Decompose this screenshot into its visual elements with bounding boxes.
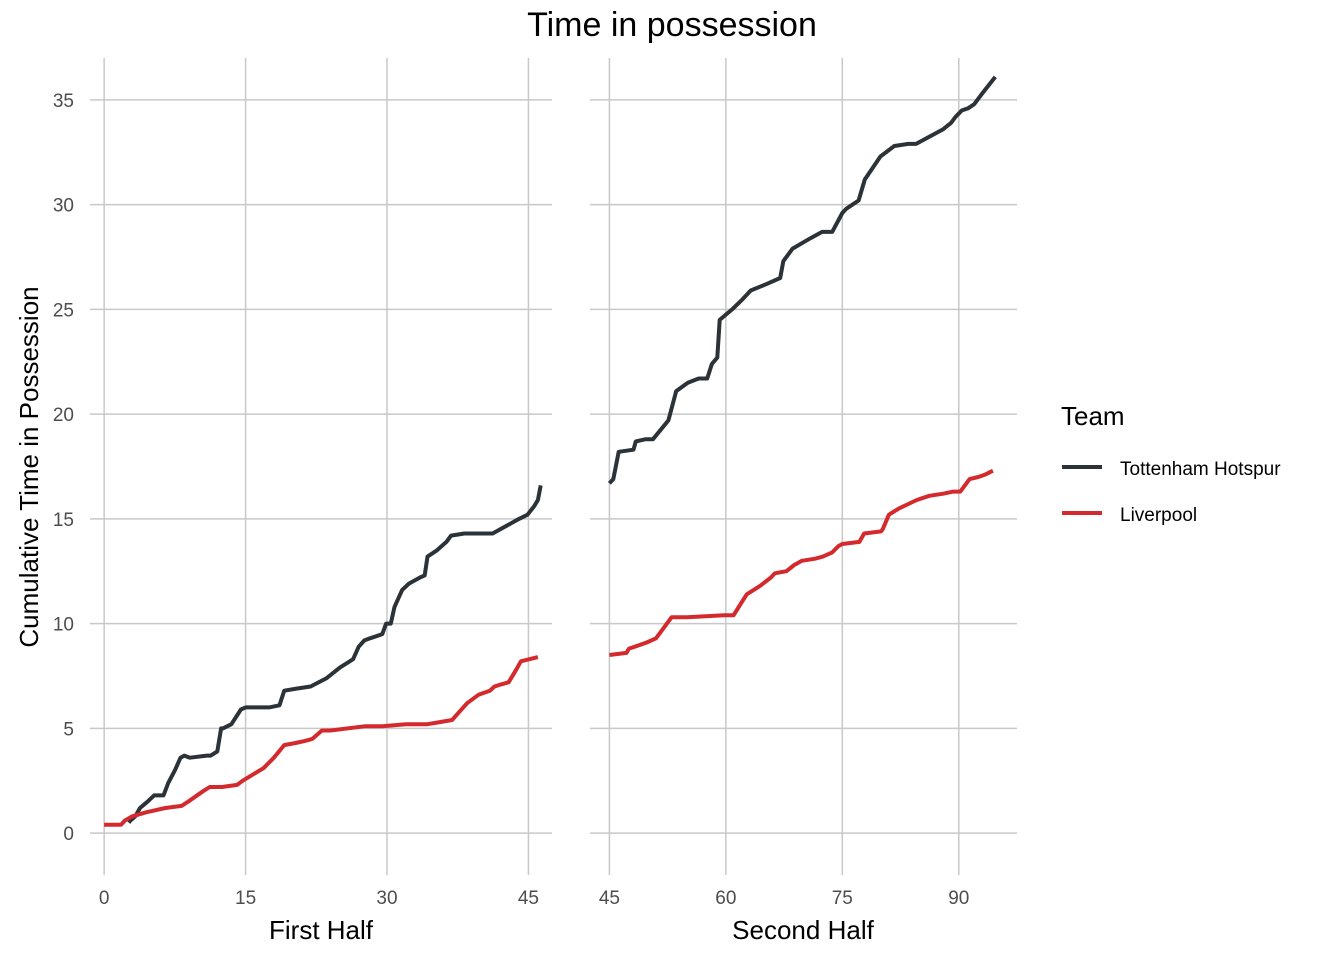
legend-title: Team [1061, 401, 1125, 431]
first-half-panel: 0 15 30 45 [90, 58, 552, 909]
series-line-tottenham-hotspur [607, 75, 997, 485]
legend: Team Tottenham Hotspur Liverpool [1061, 401, 1281, 526]
second-half-panel: 45 60 75 90 [590, 58, 1017, 909]
y-axis-title: Cumulative Time in Possession [14, 286, 44, 647]
y-tick-label-10: 10 [53, 615, 74, 636]
y-tick-label-25: 25 [53, 300, 74, 321]
y-tick-label-5: 5 [63, 719, 74, 740]
legend-label-tottenham: Tottenham Hotspur [1120, 459, 1281, 480]
x-tick-label-45: 45 [518, 888, 539, 909]
x-tick-label-15: 15 [235, 888, 256, 909]
y-tick-label-30: 30 [53, 196, 74, 217]
y-axis-ticks: 0 5 10 15 20 25 30 35 [53, 91, 74, 845]
x-tick-label-75: 75 [832, 888, 853, 909]
y-tick-label-15: 15 [53, 510, 74, 531]
x-tick-label-45: 45 [599, 888, 620, 909]
x-tick-label-90: 90 [948, 888, 969, 909]
series-line-liverpool [609, 468, 994, 657]
series-line-liverpool [104, 655, 539, 827]
x-axis-title-second-half: Second Half [732, 915, 874, 945]
y-tick-label-20: 20 [53, 405, 74, 426]
x-tick-label-30: 30 [376, 888, 397, 909]
legend-label-liverpool: Liverpool [1120, 505, 1197, 526]
y-tick-label-35: 35 [53, 91, 74, 112]
y-tick-label-0: 0 [63, 824, 74, 845]
x-axis-title-first-half: First Half [269, 915, 374, 945]
x-tick-label-60: 60 [715, 888, 736, 909]
series-line-tottenham-hotspur [127, 485, 543, 824]
x-tick-label-0: 0 [99, 888, 110, 909]
chart-title: Time in possession [527, 6, 817, 44]
